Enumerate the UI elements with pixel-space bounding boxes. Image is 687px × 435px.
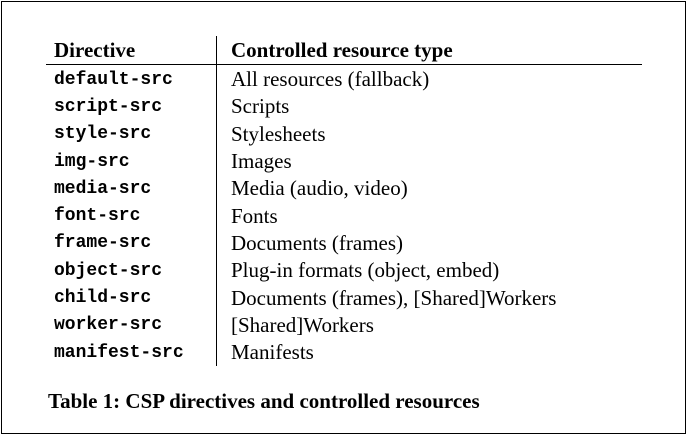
table-caption: Table 1: CSP directives and controlled r… [48,389,480,413]
directive-cell: default-src [46,64,217,94]
resource-type-cell: Manifests [231,340,314,365]
resource-type-cell: Documents (frames) [231,230,404,255]
directive-cell: child-src [46,284,217,312]
resource-type-cell: Fonts [231,203,278,228]
table-row: child-src Documents (frames), [Shared]Wor… [46,284,642,312]
table-row: default-src All resources (fallback) [46,64,642,94]
resource-type-cell: Images [231,149,292,174]
table-row: style-src Stylesheets [46,120,642,148]
table-body: default-src All resources (fallback) scrip… [46,64,642,367]
table-row: object-src Plug-in formats (object, embed… [46,257,642,285]
resource-type-cell: Stylesheets [231,121,326,146]
table-row: font-src Fonts [46,202,642,230]
directive-cell: manifest-src [46,338,217,367]
directive-cell: frame-src [46,229,217,258]
directive-cell: style-src [46,120,217,148]
directive-cell: img-src [46,147,217,176]
directive-cell: media-src [46,175,217,203]
directive-cell: font-src [46,202,217,230]
directive-cell: worker-src [46,311,217,339]
table-row: worker-src [Shared]Workers [46,311,642,339]
resource-type-cell: Scripts [231,94,290,119]
table-row: img-src Images [46,147,642,176]
header-resource-type: Controlled resource type [231,37,453,62]
directive-cell: script-src [46,93,217,121]
resource-type-cell: [Shared]Workers [231,312,374,337]
table-header-row: Directive Controlled resource type [46,36,642,65]
table-row: script-src Scripts [46,93,642,121]
resource-type-cell: All resources (fallback) [231,67,430,92]
table-row: frame-src Documents (frames) [46,229,642,258]
directive-cell: object-src [46,257,217,285]
resource-type-cell: Plug-in formats (object, embed) [231,258,500,283]
header-directive: Directive [46,36,217,65]
table-row: manifest-src Manifests [46,338,642,367]
table-row: media-src Media (audio, video) [46,175,642,203]
resource-type-cell: Media (audio, video) [231,176,408,201]
resource-type-cell: Documents (frames), [Shared]Workers [231,285,557,310]
csp-directives-table: Directive Controlled resource type defau… [46,36,642,367]
